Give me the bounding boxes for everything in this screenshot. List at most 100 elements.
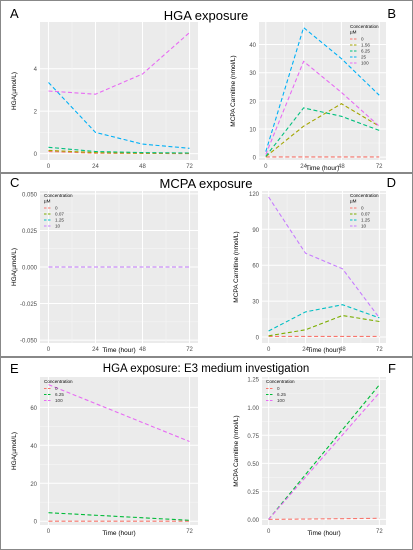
y-tick-label: 40 bbox=[249, 43, 256, 49]
series-line bbox=[268, 196, 380, 319]
legend-title: µM bbox=[350, 199, 357, 204]
x-axis-label: Time (hour) bbox=[102, 347, 135, 354]
legend-label: 0 bbox=[55, 386, 58, 391]
y-tick-label: 90 bbox=[252, 228, 259, 234]
legend-label: 0 bbox=[361, 37, 364, 42]
legend-label: 0.07 bbox=[55, 212, 64, 217]
x-axis-label: Time (hour) bbox=[307, 347, 340, 354]
legend-label: 0 bbox=[277, 386, 280, 391]
legend-title: Concentration bbox=[44, 193, 73, 198]
legend-title: Concentration bbox=[44, 379, 73, 384]
x-tick-label: 24 bbox=[92, 347, 99, 353]
legend-label: 0 bbox=[361, 206, 364, 211]
legend-label: 1.25 bbox=[361, 218, 370, 223]
y-tick-label: 0.50 bbox=[247, 462, 259, 468]
chart-panel-f: F 0.00 0.25 0.50 0.75 1.00 1.25 0 72 Time (hour) M… bbox=[233, 361, 396, 537]
x-tick-label: 48 bbox=[339, 347, 346, 353]
x-axis-label: Time (hour) bbox=[306, 165, 339, 172]
panel-label: D bbox=[387, 175, 396, 190]
y-tick-label: 1.00 bbox=[247, 406, 259, 412]
legend-label: 0.07 bbox=[361, 212, 370, 217]
series-line bbox=[268, 304, 380, 332]
y-axis-label: HGA(µmol/L) bbox=[11, 72, 18, 110]
y-tick-label: 60 bbox=[30, 406, 37, 412]
y-tick-label: 2 bbox=[34, 110, 38, 116]
x-tick-label: 72 bbox=[186, 529, 193, 535]
x-tick-label: 72 bbox=[376, 529, 383, 535]
legend-title: µM bbox=[44, 199, 51, 204]
x-tick-label: 0 bbox=[264, 164, 268, 170]
series-line bbox=[48, 146, 190, 154]
chart-panel-d: D 0 30 60 90 120 0 24 48 72 Time (hour) MCPA Carnit… bbox=[233, 175, 396, 354]
y-axis-label: HGA(µmol/L) bbox=[11, 432, 18, 470]
y-axis-label: MCPA Carnitine (nmol/L) bbox=[230, 55, 237, 126]
y-tick-label: 20 bbox=[249, 99, 256, 105]
section-title: HGA exposure bbox=[164, 8, 249, 23]
series-line bbox=[265, 60, 380, 155]
y-tick-label: 40 bbox=[30, 444, 37, 450]
y-tick-label: 4 bbox=[34, 67, 38, 73]
y-tick-label: -0.050 bbox=[20, 339, 38, 345]
y-tick-label: 0 bbox=[34, 520, 38, 526]
y-axis-label: MCPA Carnitine (nmol/L) bbox=[233, 231, 240, 302]
x-tick-label: 0 bbox=[47, 347, 51, 353]
y-tick-label: -0.025 bbox=[20, 302, 38, 308]
y-tick-label: 0.050 bbox=[22, 192, 38, 198]
section-title: MCPA exposure bbox=[160, 176, 253, 191]
y-tick-label: 0.000 bbox=[22, 266, 38, 272]
legend-label: 10 bbox=[361, 224, 367, 229]
x-tick-label: 48 bbox=[139, 164, 146, 170]
panel-label: A bbox=[10, 6, 19, 21]
y-tick-label: 0 bbox=[256, 336, 260, 342]
x-axis-label: Time (hour) bbox=[102, 530, 135, 537]
legend-label: 1.56 bbox=[361, 43, 370, 48]
section-title: HGA exposure: E3 medium investigation bbox=[103, 363, 309, 375]
x-tick-label: 48 bbox=[338, 164, 345, 170]
legend-label: 6.25 bbox=[277, 392, 286, 397]
x-tick-label: 0 bbox=[267, 529, 271, 535]
legend-title: µM bbox=[350, 30, 357, 35]
legend-label: 100 bbox=[361, 61, 369, 66]
x-tick-label: 72 bbox=[186, 164, 193, 170]
y-tick-label: 0.25 bbox=[247, 490, 259, 496]
series-line bbox=[265, 103, 380, 158]
legend-label: 6.25 bbox=[361, 49, 370, 54]
x-tick-label: 24 bbox=[92, 164, 99, 170]
legend-label: 1.25 bbox=[55, 218, 64, 223]
legend-label: 100 bbox=[55, 398, 63, 403]
x-tick-label: 72 bbox=[376, 164, 383, 170]
panel-label: E bbox=[10, 361, 19, 376]
legend-title: Concentration bbox=[350, 193, 379, 198]
legend-label: 100 bbox=[277, 398, 285, 403]
y-tick-label: 0.00 bbox=[247, 518, 259, 524]
panel-label: C bbox=[10, 175, 19, 190]
y-tick-label: 0.025 bbox=[22, 229, 38, 235]
x-tick-label: 24 bbox=[300, 164, 307, 170]
y-tick-label: 30 bbox=[249, 71, 256, 77]
x-tick-label: 72 bbox=[376, 347, 383, 353]
x-tick-label: 0 bbox=[267, 347, 271, 353]
y-tick-label: 60 bbox=[252, 264, 259, 270]
y-tick-label: 120 bbox=[249, 192, 260, 198]
x-tick-label: 72 bbox=[186, 347, 193, 353]
legend-label: 0 bbox=[55, 206, 58, 211]
y-axis-label: HGA(µmol/L) bbox=[11, 248, 18, 286]
x-tick-label: 48 bbox=[139, 347, 146, 353]
series-line bbox=[265, 107, 380, 157]
series-line bbox=[48, 82, 190, 149]
series-line bbox=[268, 517, 380, 520]
y-tick-label: 1.25 bbox=[247, 378, 259, 384]
legend-label: 25 bbox=[361, 55, 367, 60]
series-line bbox=[268, 384, 380, 520]
series-line bbox=[265, 26, 380, 152]
y-axis-label: MCPA Carnitine (nmol/L) bbox=[233, 415, 240, 486]
panel-label: B bbox=[387, 6, 396, 21]
panel-label: F bbox=[388, 361, 396, 376]
